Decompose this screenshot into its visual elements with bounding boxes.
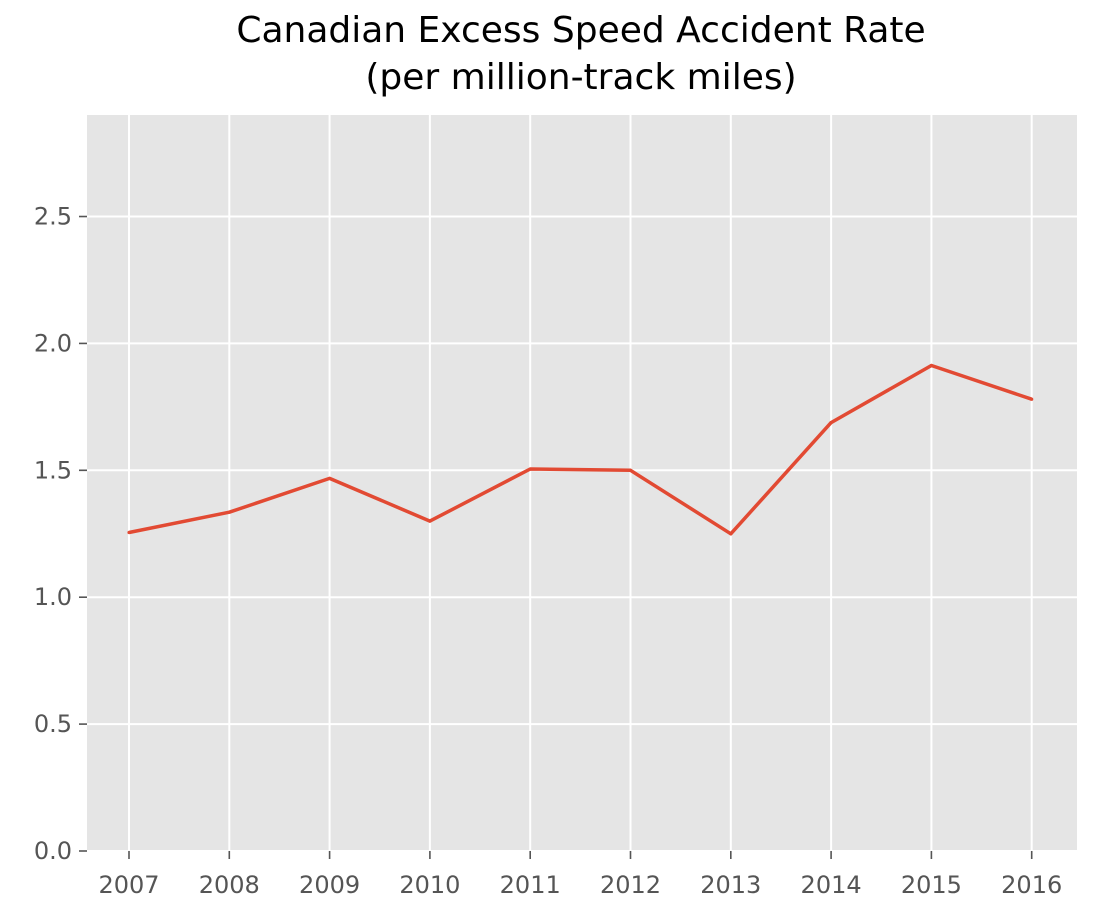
data-point-2008 bbox=[227, 510, 231, 514]
y-tick-label: 2.5 bbox=[34, 203, 72, 231]
y-tick-label: 2.0 bbox=[34, 329, 72, 357]
y-tick-label: 0.0 bbox=[34, 837, 72, 865]
plot-background bbox=[87, 115, 1077, 851]
data-point-2014 bbox=[829, 420, 833, 425]
chart-title-line-1: Canadian Excess Speed Accident Rate bbox=[236, 10, 925, 51]
data-point-2009 bbox=[328, 476, 332, 481]
series-layer bbox=[128, 363, 1033, 536]
data-point-2007 bbox=[127, 530, 131, 535]
data-points bbox=[127, 363, 1034, 536]
grid bbox=[87, 115, 1077, 852]
data-point-2016 bbox=[1030, 397, 1034, 401]
x-tick-label: 2013 bbox=[700, 871, 761, 899]
x-tick-label: 2014 bbox=[801, 871, 862, 899]
y-tick-label: 0.5 bbox=[34, 710, 72, 738]
x-tick-label: 2011 bbox=[500, 871, 561, 899]
x-tick-label: 2016 bbox=[1001, 871, 1062, 899]
x-tick-label: 2008 bbox=[199, 871, 260, 899]
x-tick-label: 2009 bbox=[299, 871, 360, 899]
data-point-2012 bbox=[628, 468, 633, 472]
y-tick-label: 1.5 bbox=[34, 456, 72, 484]
axis-ticks: 0.0 0.5 1.0 1.5 2.0 2.5 2007 2008 2009 2010 2011 20… bbox=[34, 203, 1062, 899]
data-point-2013 bbox=[729, 532, 733, 536]
chart-title-line-2: (per million-track miles) bbox=[365, 57, 796, 98]
data-point-2015 bbox=[929, 363, 934, 368]
x-tick-label: 2010 bbox=[399, 871, 460, 899]
data-point-2010 bbox=[428, 519, 432, 523]
data-point-2011 bbox=[528, 467, 532, 471]
series-line-0 bbox=[128, 363, 1033, 536]
y-tick-label: 1.0 bbox=[34, 583, 72, 611]
x-tick-label: 2007 bbox=[98, 871, 159, 899]
x-tick-label: 2012 bbox=[600, 871, 661, 899]
x-tick-label: 2015 bbox=[901, 871, 962, 899]
